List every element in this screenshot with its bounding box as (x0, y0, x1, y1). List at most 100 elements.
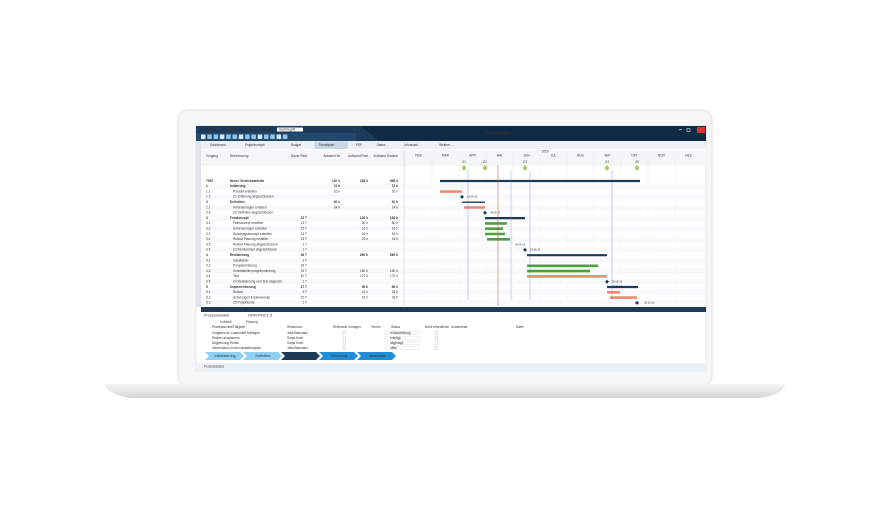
tab[interactable]: Projektcockpit (245, 143, 265, 147)
phase-chevron[interactable] (205, 352, 244, 360)
gantt-bar (607, 291, 620, 294)
max-button[interactable] (686, 128, 691, 132)
process-resource: Sonja Koch (287, 336, 304, 340)
task-cell: 4.1 (206, 258, 211, 262)
process-column: Ressource (287, 325, 302, 329)
task-cell: 3.3 (206, 232, 211, 236)
checkbox[interactable] (434, 336, 438, 340)
task-cell: 5.2 (206, 295, 211, 299)
model-label: Prozessmodell (204, 314, 229, 318)
bottom-tab[interactable]: Prozessstatus (204, 364, 224, 368)
laptop-base (105, 384, 785, 398)
month: JUN (523, 153, 530, 157)
phase-chevron[interactable] (243, 352, 282, 360)
task-name: Anforderungen erstellen (233, 227, 267, 231)
toolbar-icon[interactable] (245, 134, 250, 140)
gantt-bar (485, 232, 505, 236)
task-cell: 180 h (390, 269, 398, 273)
toolbar-icon[interactable] (270, 134, 275, 140)
phase-chevron[interactable] (281, 352, 320, 360)
task-cell: 32 h (392, 295, 398, 299)
task-cell: 358 h (390, 179, 398, 183)
month: SEP (604, 153, 610, 157)
checkbox[interactable] (434, 346, 438, 350)
task-cell: 4.2 (206, 264, 211, 268)
toolbar-icon[interactable] (213, 134, 219, 140)
task-cell: 180 h (360, 269, 368, 273)
row-stripe (201, 268, 706, 274)
process-status: abgesagt (390, 341, 403, 345)
status-select[interactable] (384, 331, 421, 335)
tab[interactable]: Infoboard (404, 143, 418, 147)
gantt-milestone (523, 247, 527, 252)
checkbox[interactable] (342, 331, 346, 335)
panel-header (201, 307, 706, 312)
month: NOV (658, 153, 666, 157)
menu-item: Bearbeiten (222, 127, 238, 131)
tab[interactable]: Terminplan (319, 143, 335, 147)
milestone-label: Z1 (462, 160, 466, 164)
gantt-header (404, 150, 706, 165)
checkbox[interactable] (342, 346, 346, 350)
task-cell: 136 h (360, 216, 368, 220)
checkbox[interactable] (342, 341, 346, 345)
task-cell: 24 h (334, 205, 340, 209)
task-cell: 24 h (392, 205, 398, 209)
phase-chevron[interactable] (357, 352, 396, 360)
task-cell: 3.5 (206, 242, 211, 246)
toolbar-icon[interactable] (238, 134, 244, 140)
column-header: Vorgang (206, 154, 218, 158)
toolbar-icon[interactable] (226, 134, 231, 140)
process-status: offen (390, 346, 397, 350)
toolbar-icon[interactable] (264, 134, 269, 140)
toolbar-icon[interactable] (251, 134, 256, 140)
milestone-diamond (604, 165, 610, 171)
toolbar-icon[interactable] (282, 134, 288, 140)
gantt-bar (462, 201, 485, 203)
gantt-bar (607, 285, 638, 289)
column-header: Aufwand Gesamt (374, 154, 399, 158)
task-cell: 4.5 (206, 280, 211, 284)
task-cell: 15 T (301, 237, 307, 241)
gantt-bar (487, 238, 510, 241)
toolbar-icon[interactable] (276, 134, 282, 140)
toolbar-icon[interactable] (201, 134, 206, 140)
row-stripe (201, 183, 706, 189)
status-select[interactable] (384, 346, 421, 350)
task-name: Test (233, 274, 239, 278)
status-select[interactable] (384, 336, 421, 340)
min-button[interactable] (679, 129, 682, 131)
toolbar-icon[interactable] (257, 134, 263, 140)
task-cell: 32 h (362, 295, 368, 299)
date-label: 26.08.19 (612, 279, 623, 283)
status-select[interactable] (384, 341, 421, 345)
milestone-label: Z5 (635, 160, 639, 164)
gantt-bar (610, 296, 637, 299)
date-label: 15.04.19 (467, 195, 478, 199)
milestone-diamond (634, 165, 640, 171)
checkbox[interactable] (342, 336, 346, 340)
close-button[interactable] (697, 127, 705, 133)
tab[interactable]: PSP (356, 143, 362, 147)
checkbox[interactable] (434, 331, 438, 335)
toolbar-icon[interactable] (207, 134, 212, 140)
tab[interactable]: Status (377, 143, 386, 147)
gantt-milestone (605, 279, 609, 284)
tab[interactable]: Dashboard (210, 143, 226, 147)
tab[interactable]: Budget (291, 143, 301, 147)
search-box[interactable] (277, 127, 303, 132)
gantt-bar (440, 179, 640, 183)
tab[interactable]: Weitere ... (439, 143, 454, 147)
task-cell: 1 T (302, 301, 307, 305)
task-cell: 37 T (301, 285, 307, 289)
process-step: Abgrenzung Rollen (212, 341, 239, 345)
active-tab[interactable] (314, 141, 348, 150)
phase-chevron[interactable] (319, 352, 358, 360)
checkbox[interactable] (434, 341, 438, 345)
toolbar-icon[interactable] (219, 134, 225, 140)
milestone-diamond (461, 165, 467, 171)
task-name: Initiierung (230, 184, 245, 188)
milestone-diamond (522, 165, 528, 171)
toolbar-icon[interactable] (232, 134, 238, 140)
toolbar-strip (196, 133, 356, 141)
